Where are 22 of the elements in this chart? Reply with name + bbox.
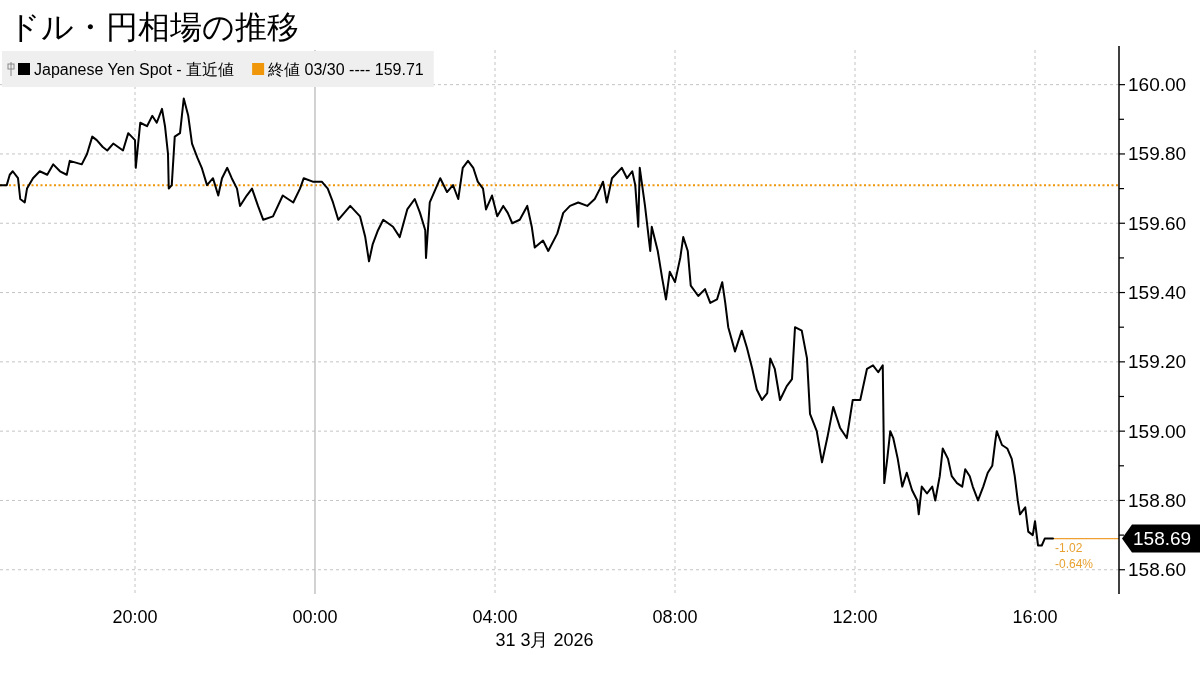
x-tick-label: 00:00 bbox=[292, 607, 338, 627]
annotation: -1.02 bbox=[1055, 540, 1083, 555]
y-tick-label: 159.80 bbox=[1128, 143, 1187, 165]
annotation: 158.69 bbox=[1133, 528, 1192, 550]
legend-label: 終値 03/30 ---- 159.71 bbox=[268, 60, 424, 78]
x-tick-label: 08:00 bbox=[652, 607, 698, 627]
y-tick-label: 159.00 bbox=[1128, 420, 1187, 442]
xlabel: 31 3月 2026 bbox=[495, 630, 594, 650]
annotation: 158.69 bbox=[1122, 524, 1200, 553]
y-tick-label: 159.20 bbox=[1128, 351, 1187, 373]
x-tick-label: 16:00 bbox=[1012, 607, 1058, 627]
annotation: -0.64% bbox=[1055, 556, 1094, 571]
y-tick-label: 159.40 bbox=[1128, 282, 1187, 304]
x-tick-label: 04:00 bbox=[472, 607, 518, 627]
y-tick-label: 160.00 bbox=[1128, 74, 1187, 96]
x-tick-label: 20:00 bbox=[112, 607, 158, 627]
y-tick-label: 158.60 bbox=[1128, 559, 1187, 581]
legend-label: Japanese Yen Spot - 直近値 bbox=[34, 60, 235, 78]
x-tick-label: 12:00 bbox=[832, 607, 878, 627]
y-tick-label: 158.80 bbox=[1128, 489, 1187, 511]
title: ドル・円相場の推移 bbox=[8, 9, 299, 45]
y-tick-label: 159.60 bbox=[1128, 212, 1187, 234]
